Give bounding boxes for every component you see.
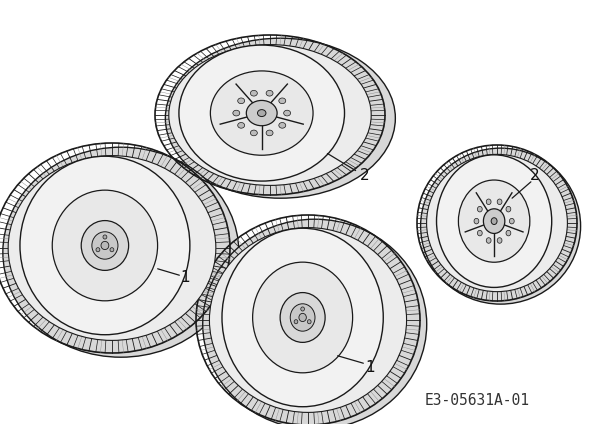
Ellipse shape: [497, 238, 502, 243]
Ellipse shape: [238, 123, 245, 128]
Ellipse shape: [103, 235, 107, 239]
Ellipse shape: [484, 209, 505, 234]
Ellipse shape: [238, 98, 245, 103]
Ellipse shape: [478, 206, 482, 212]
Ellipse shape: [266, 130, 273, 136]
Ellipse shape: [290, 304, 315, 331]
Text: 1: 1: [365, 360, 375, 376]
Ellipse shape: [497, 199, 502, 204]
Ellipse shape: [284, 110, 290, 116]
Ellipse shape: [486, 199, 491, 204]
Ellipse shape: [486, 238, 491, 243]
Ellipse shape: [506, 206, 511, 212]
Ellipse shape: [266, 90, 273, 96]
Ellipse shape: [166, 38, 395, 198]
Ellipse shape: [81, 220, 128, 271]
Ellipse shape: [307, 320, 311, 324]
Ellipse shape: [250, 90, 257, 96]
Ellipse shape: [8, 156, 216, 340]
Ellipse shape: [253, 262, 353, 373]
Ellipse shape: [437, 155, 552, 287]
Ellipse shape: [96, 248, 100, 252]
Ellipse shape: [250, 130, 257, 136]
Ellipse shape: [52, 190, 158, 301]
Ellipse shape: [179, 45, 344, 181]
Ellipse shape: [169, 45, 371, 185]
Ellipse shape: [20, 156, 190, 335]
Ellipse shape: [421, 148, 581, 304]
Ellipse shape: [222, 228, 383, 407]
Text: 2: 2: [360, 167, 370, 182]
Ellipse shape: [279, 98, 286, 103]
Ellipse shape: [203, 219, 427, 424]
Ellipse shape: [491, 218, 497, 225]
Ellipse shape: [209, 228, 407, 413]
Ellipse shape: [474, 218, 479, 224]
Ellipse shape: [458, 180, 530, 262]
Ellipse shape: [101, 241, 109, 250]
Ellipse shape: [247, 100, 277, 126]
Ellipse shape: [3, 147, 239, 357]
Ellipse shape: [257, 109, 266, 117]
Text: E3-05631A-01: E3-05631A-01: [425, 393, 530, 408]
Ellipse shape: [211, 71, 313, 155]
Ellipse shape: [478, 230, 482, 236]
Ellipse shape: [92, 232, 118, 259]
Text: 2: 2: [530, 167, 540, 182]
Ellipse shape: [110, 248, 114, 252]
Ellipse shape: [506, 230, 511, 236]
Ellipse shape: [294, 320, 298, 324]
Ellipse shape: [279, 123, 286, 128]
Ellipse shape: [299, 313, 307, 321]
Text: 1: 1: [180, 271, 190, 285]
Ellipse shape: [233, 110, 240, 116]
Ellipse shape: [427, 154, 568, 292]
Ellipse shape: [280, 293, 325, 343]
Ellipse shape: [509, 218, 514, 224]
Ellipse shape: [301, 307, 304, 311]
